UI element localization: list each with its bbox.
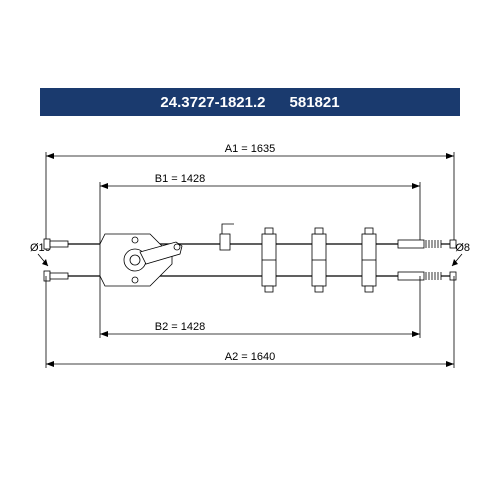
alt-number: 581821 <box>290 94 340 111</box>
clip-1 <box>220 224 234 250</box>
dim-b2-label: B2 = 1428 <box>155 321 205 333</box>
part-number: 24.3727-1821.2 <box>160 94 265 111</box>
clamp-3 <box>362 228 376 292</box>
equalizer-plate <box>100 234 182 286</box>
dim-a2-label: A2 = 1640 <box>225 351 275 363</box>
dia-right-label: Ø8 <box>455 242 470 254</box>
clamp-1 <box>262 228 276 292</box>
clamp-2 <box>312 228 326 292</box>
header-bar: 24.3727-1821.2 581821 <box>40 88 460 116</box>
dim-a1: A1 = 1635 <box>46 143 454 244</box>
diagram-canvas: 24.3727-1821.2 581821 A1 = 1635 B1 = 142… <box>0 0 500 500</box>
technical-drawing: A1 = 1635 B1 = 1428 Ø10 Ø8 <box>0 116 500 416</box>
dim-a1-label: A1 = 1635 <box>225 143 275 155</box>
dim-b1-label: B1 = 1428 <box>155 173 205 185</box>
dim-a2: A2 = 1640 <box>46 276 454 368</box>
